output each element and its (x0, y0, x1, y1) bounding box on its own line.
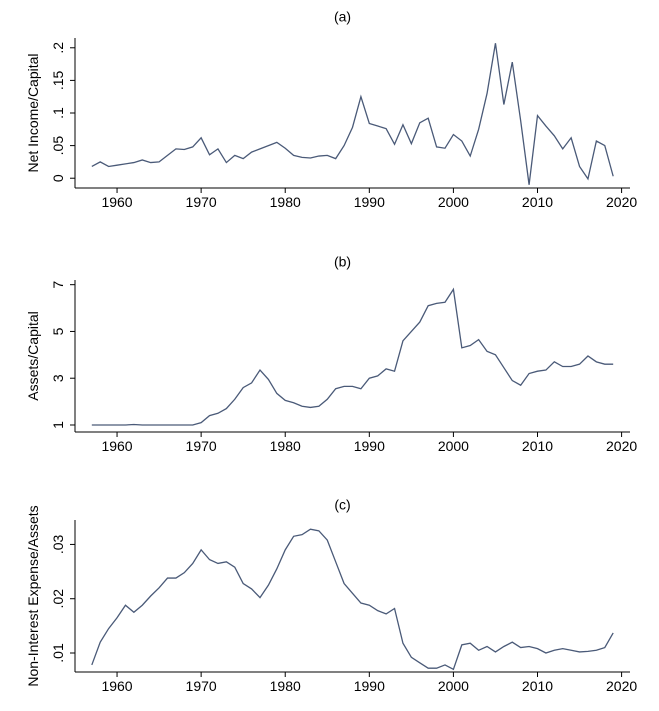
x-tick-label: 2000 (438, 678, 469, 694)
y-axis-label: Net Income/Capital (25, 53, 41, 172)
x-tick-label: 1970 (186, 438, 217, 454)
x-tick-label: 2020 (606, 438, 637, 454)
x-tick-label: 1990 (354, 678, 385, 694)
chart-title: (a) (334, 9, 351, 25)
y-tick-label: 3 (50, 374, 66, 382)
x-tick-label: 2000 (438, 438, 469, 454)
x-tick-label: 1960 (101, 438, 132, 454)
data-line (91, 287, 614, 426)
x-tick-label: 2010 (522, 438, 553, 454)
y-tick-label: .01 (50, 643, 66, 663)
y-tick-label: .15 (50, 70, 66, 90)
x-tick-label: 2010 (522, 194, 553, 210)
y-axis-label: Assets/Capital (25, 311, 41, 400)
x-tick-label: 2020 (606, 194, 637, 210)
y-tick-label: 5 (50, 327, 66, 335)
y-tick-label: .03 (50, 534, 66, 554)
x-tick-label: 1960 (101, 678, 132, 694)
x-tick-label: 1980 (270, 438, 301, 454)
y-tick-label: 7 (50, 281, 66, 289)
y-tick-label: .1 (50, 107, 66, 119)
x-tick-label: 1960 (101, 194, 132, 210)
y-tick-label: 1 (50, 421, 66, 429)
x-tick-label: 1990 (354, 194, 385, 210)
data-line (91, 528, 614, 671)
y-tick-label: .2 (50, 42, 66, 54)
x-tick-label: 2000 (438, 194, 469, 210)
x-tick-label: 1970 (186, 678, 217, 694)
data-line (91, 43, 614, 185)
x-tick-label: 1980 (270, 194, 301, 210)
x-tick-label: 2010 (522, 678, 553, 694)
x-tick-label: 2020 (606, 678, 637, 694)
y-tick-label: .05 (50, 136, 66, 156)
y-tick-label: 0 (50, 174, 66, 182)
chart-title: (c) (334, 497, 350, 513)
y-tick-label: .02 (50, 589, 66, 609)
y-axis-label: Non-Interest Expense/Assets (25, 505, 41, 686)
chart-title: (b) (334, 254, 351, 270)
x-tick-label: 1990 (354, 438, 385, 454)
x-tick-label: 1980 (270, 678, 301, 694)
x-tick-label: 1970 (186, 194, 217, 210)
